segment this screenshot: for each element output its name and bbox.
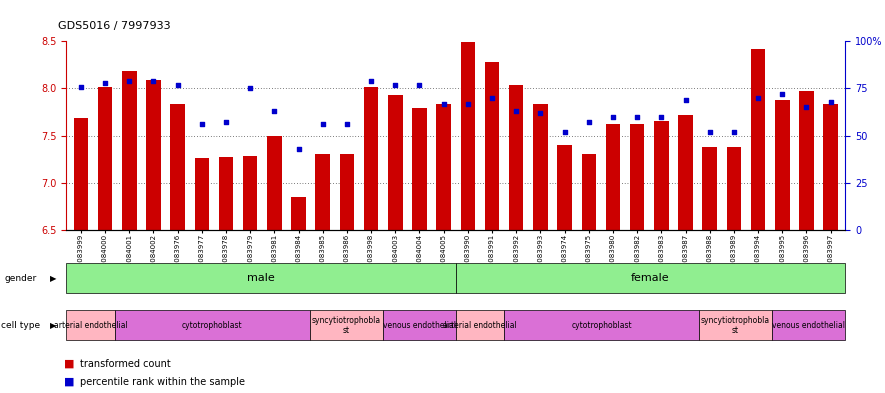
Point bbox=[171, 81, 185, 88]
Text: cytotrophoblast: cytotrophoblast bbox=[182, 321, 242, 330]
Bar bbox=[630, 124, 644, 230]
Point bbox=[195, 121, 209, 127]
Bar bbox=[315, 154, 330, 230]
Bar bbox=[171, 105, 185, 230]
Text: syncytiotrophobla
st: syncytiotrophobla st bbox=[312, 316, 381, 335]
Bar bbox=[340, 154, 354, 230]
Bar bbox=[775, 100, 789, 230]
Text: GDS5016 / 7997933: GDS5016 / 7997933 bbox=[58, 22, 170, 31]
Bar bbox=[654, 121, 668, 230]
Bar bbox=[243, 156, 258, 230]
Point bbox=[122, 78, 136, 84]
Bar bbox=[388, 95, 403, 230]
Text: ▶: ▶ bbox=[50, 274, 57, 283]
Bar bbox=[509, 84, 524, 230]
Bar bbox=[364, 86, 379, 230]
Bar bbox=[267, 136, 281, 230]
Text: ■: ■ bbox=[64, 377, 74, 387]
Bar bbox=[291, 197, 306, 230]
Point bbox=[534, 110, 548, 116]
Text: transformed count: transformed count bbox=[80, 358, 171, 369]
Point bbox=[630, 114, 644, 120]
Bar bbox=[412, 108, 427, 230]
Bar bbox=[750, 49, 766, 230]
Text: male: male bbox=[247, 273, 275, 283]
Point bbox=[291, 146, 305, 152]
Text: gender: gender bbox=[4, 274, 36, 283]
Bar bbox=[485, 62, 499, 230]
Point bbox=[219, 119, 233, 125]
Bar bbox=[678, 115, 693, 230]
Text: percentile rank within the sample: percentile rank within the sample bbox=[80, 377, 244, 387]
Text: female: female bbox=[631, 273, 670, 283]
Text: cell type: cell type bbox=[1, 321, 40, 330]
Point bbox=[581, 119, 596, 125]
Text: ▶: ▶ bbox=[50, 321, 57, 330]
Bar bbox=[436, 105, 451, 230]
Bar bbox=[823, 105, 838, 230]
Bar bbox=[558, 145, 572, 230]
Point bbox=[799, 104, 813, 110]
Point bbox=[243, 85, 258, 92]
Point bbox=[775, 91, 789, 97]
Point bbox=[316, 121, 330, 127]
Point bbox=[146, 78, 160, 84]
Point bbox=[267, 108, 281, 114]
Point bbox=[412, 81, 427, 88]
Point bbox=[824, 99, 838, 105]
Bar bbox=[460, 42, 475, 230]
Bar bbox=[98, 86, 112, 230]
Point bbox=[751, 95, 766, 101]
Bar bbox=[605, 124, 620, 230]
Text: syncytiotrophobla
st: syncytiotrophobla st bbox=[701, 316, 770, 335]
Bar bbox=[73, 118, 88, 230]
Point bbox=[98, 80, 112, 86]
Point bbox=[509, 108, 523, 114]
Point bbox=[727, 129, 741, 135]
Point bbox=[389, 81, 403, 88]
Bar bbox=[533, 105, 548, 230]
Bar bbox=[146, 80, 161, 230]
Text: cytotrophoblast: cytotrophoblast bbox=[572, 321, 632, 330]
Point bbox=[340, 121, 354, 127]
Point bbox=[364, 78, 378, 84]
Bar bbox=[219, 157, 234, 230]
Bar bbox=[581, 154, 596, 230]
Bar bbox=[703, 147, 717, 230]
Text: arterial endothelial: arterial endothelial bbox=[54, 321, 127, 330]
Point bbox=[461, 100, 475, 107]
Text: venous endothelial: venous endothelial bbox=[383, 321, 456, 330]
Bar bbox=[195, 158, 209, 230]
Point bbox=[73, 83, 88, 90]
Point bbox=[606, 114, 620, 120]
Point bbox=[654, 114, 668, 120]
Point bbox=[679, 97, 693, 103]
Text: arterial endothelial: arterial endothelial bbox=[443, 321, 517, 330]
Bar bbox=[727, 147, 741, 230]
Bar bbox=[799, 91, 813, 230]
Text: ■: ■ bbox=[64, 358, 74, 369]
Point bbox=[485, 95, 499, 101]
Point bbox=[558, 129, 572, 135]
Point bbox=[703, 129, 717, 135]
Text: venous endothelial: venous endothelial bbox=[773, 321, 845, 330]
Point bbox=[436, 100, 450, 107]
Bar bbox=[122, 72, 136, 230]
